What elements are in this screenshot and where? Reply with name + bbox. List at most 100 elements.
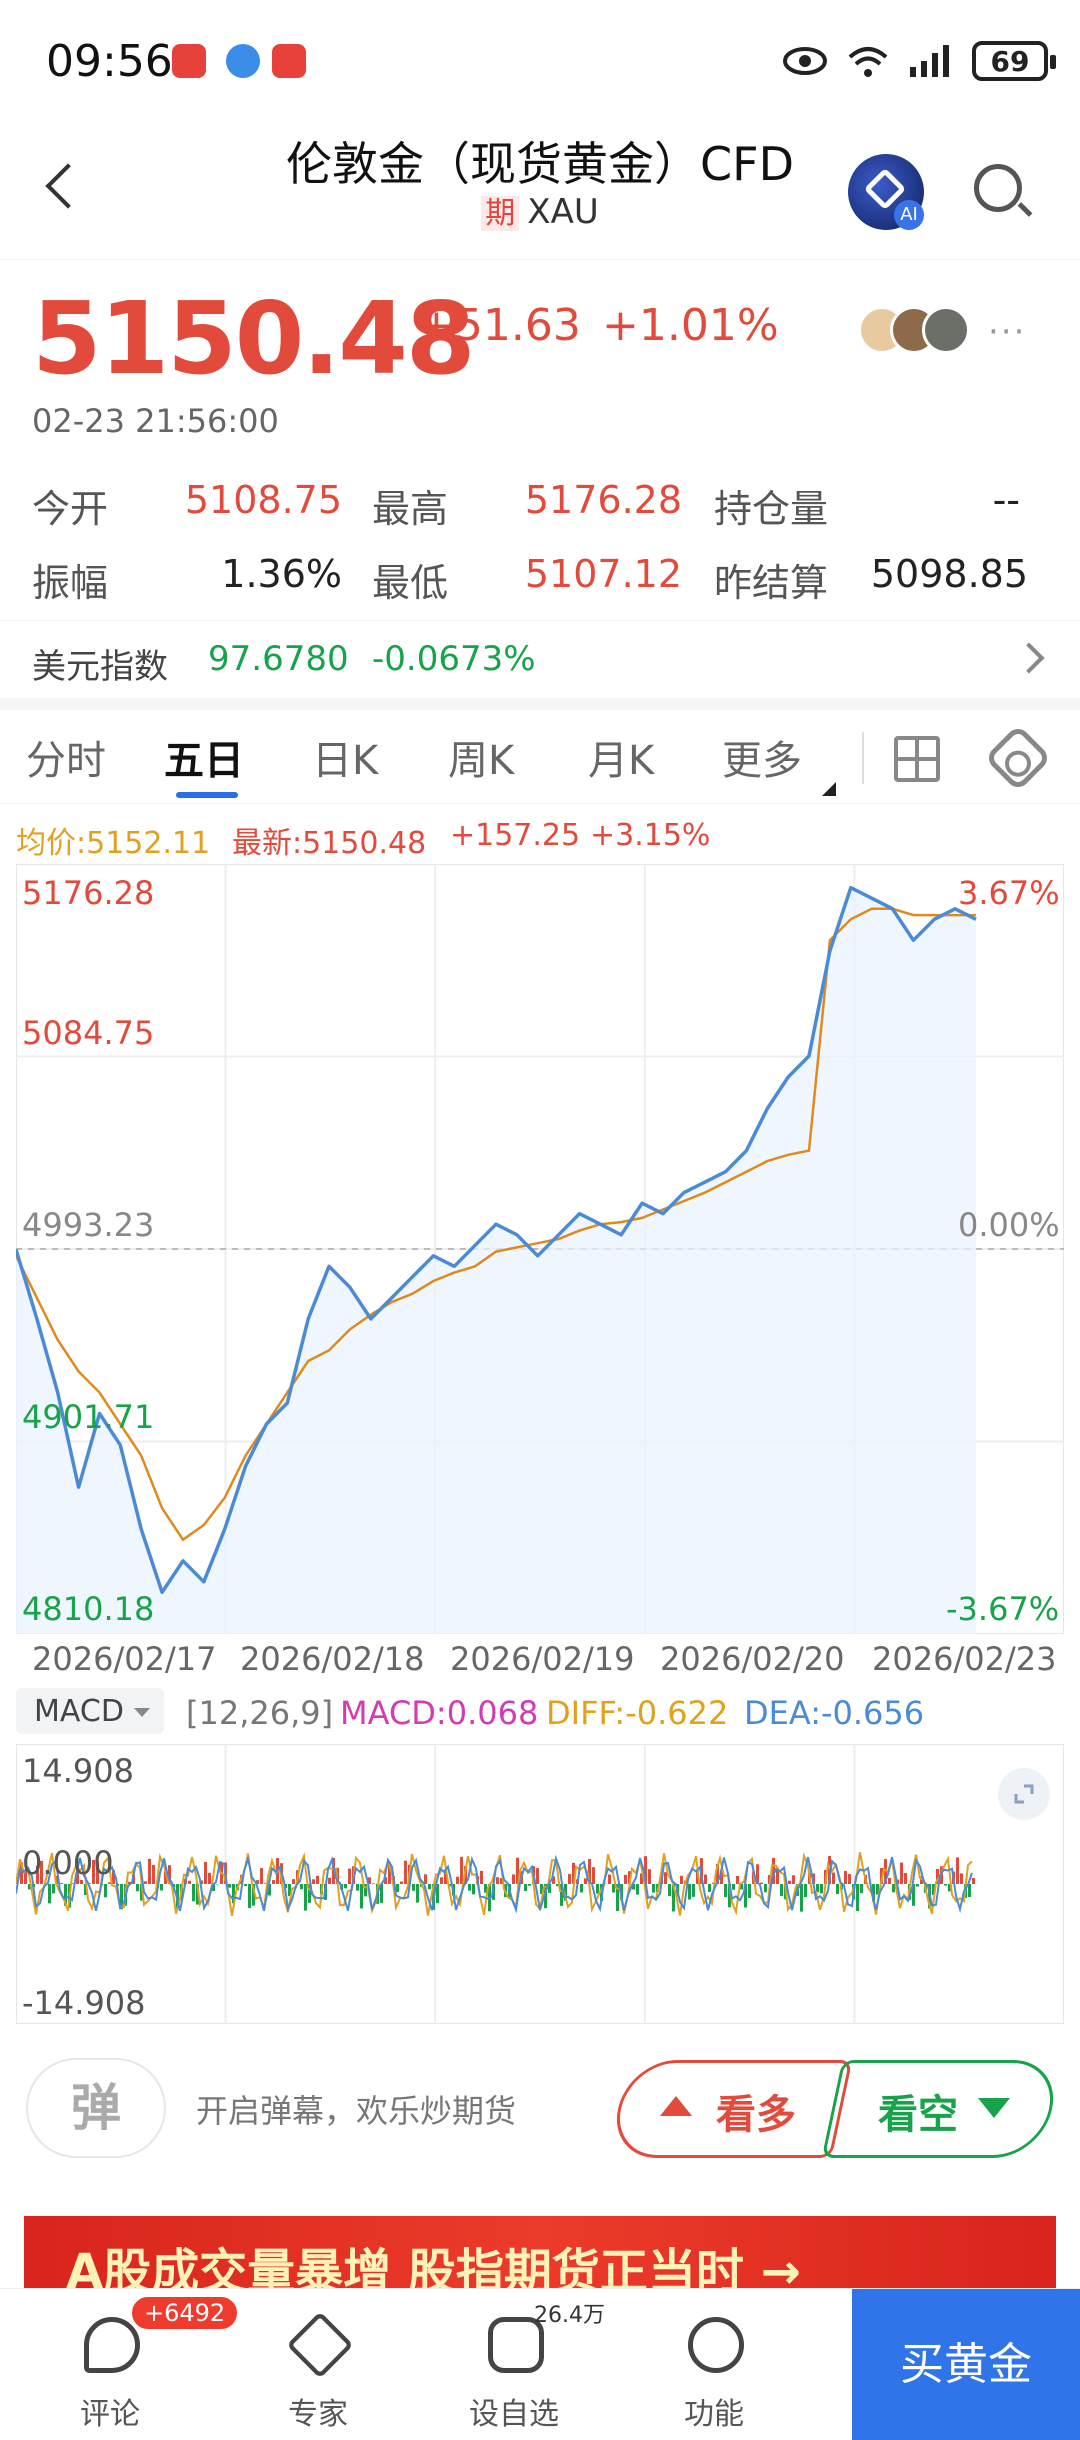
watchers-avatars[interactable]: [858, 306, 978, 356]
macd-histogram-bar: [644, 1856, 647, 1884]
right-label: 0.00%: [958, 1206, 1060, 1244]
macd-histogram-bar: [52, 1884, 55, 1894]
promo-banner[interactable]: A股成交量暴增 股指期货正当时 →: [24, 2216, 1056, 2288]
nav-comments[interactable]: +6492 评论: [10, 2289, 240, 2440]
macd-histogram-bar: [560, 1884, 563, 1906]
price-chart[interactable]: [16, 864, 1064, 1634]
macd-histogram-bar: [160, 1884, 163, 1891]
legend-latest: 最新:5150.48: [232, 826, 427, 861]
nav-add-watchlist[interactable]: 26.4万 设自选: [414, 2289, 614, 2440]
buy-gold-button[interactable]: 买黄金: [852, 2289, 1080, 2440]
status-right: 69: [782, 36, 1056, 86]
ai-assistant-button[interactable]: AI: [848, 154, 924, 230]
layout-grid-icon[interactable]: [894, 736, 940, 782]
macd-histogram-bar: [692, 1884, 695, 1897]
active-tab-indicator: [176, 792, 238, 798]
indicator-select[interactable]: MACD: [16, 1688, 164, 1734]
macd-histogram-bar: [748, 1884, 751, 1899]
macd-histogram-bar: [424, 1874, 427, 1884]
search-icon[interactable]: [974, 164, 1022, 212]
macd-histogram-bar: [828, 1856, 831, 1884]
macd-histogram-bar: [956, 1857, 959, 1884]
macd-histogram-bar: [540, 1884, 543, 1894]
macd-histogram-bar: [384, 1877, 387, 1884]
macd-y-label: 14.908: [22, 1752, 134, 1790]
macd-histogram-bar: [480, 1870, 483, 1884]
symbol: XAU: [527, 192, 599, 232]
macd-histogram-bar: [556, 1884, 559, 1887]
nav-experts[interactable]: 专家: [218, 2289, 418, 2440]
macd-histogram-bar: [88, 1883, 91, 1884]
macd-histogram-bar: [148, 1858, 151, 1884]
macd-histogram-bar: [884, 1859, 887, 1884]
status-bar: 09:56 69: [0, 0, 1080, 120]
macd-histogram-bar: [904, 1873, 907, 1884]
macd-histogram-bar: [716, 1864, 719, 1884]
macd-histogram-bar: [888, 1877, 891, 1884]
tab-timeshare[interactable]: 分时: [26, 738, 106, 784]
macd-histogram-bar: [120, 1884, 123, 1910]
bottom-nav: +6492 评论 专家 26.4万 设自选 功能 买黄金: [0, 2288, 1080, 2440]
macd-histogram-bar: [400, 1881, 403, 1884]
y-label: 4810.18: [22, 1590, 155, 1628]
macd-histogram-bar: [764, 1884, 767, 1893]
macd-histogram-bar: [188, 1880, 191, 1884]
macd-histogram-bar: [48, 1884, 51, 1904]
macd-histogram-bar: [668, 1884, 671, 1897]
more-icon[interactable]: ···: [988, 312, 1027, 352]
macd-histogram-bar: [696, 1871, 699, 1884]
app-icon: [226, 44, 260, 78]
chevron-right-icon: [1013, 642, 1045, 674]
notification-icon: [272, 44, 306, 78]
macd-histogram-bar: [724, 1884, 727, 1898]
macd-histogram-bar: [648, 1869, 651, 1884]
macd-histogram-bar: [836, 1884, 839, 1895]
battery-level: 69: [990, 44, 1030, 78]
macd-histogram-bar: [816, 1884, 819, 1893]
stat-label: 最高: [372, 487, 449, 531]
nav-label: 专家: [288, 2397, 348, 2432]
macd-histogram-bar: [800, 1884, 803, 1912]
macd-histogram-bar: [108, 1882, 111, 1884]
macd-y-label: 0.000: [22, 1844, 114, 1882]
tab-five-day[interactable]: 五日: [164, 738, 244, 784]
usd-index-row[interactable]: 美元指数 97.6780 -0.0673%: [0, 620, 1080, 710]
page-title: 伦敦金（现货黄金）CFD: [286, 137, 794, 191]
macd-histogram-bar: [260, 1868, 263, 1884]
right-label: 3.67%: [958, 874, 1060, 912]
battery-icon: 69: [972, 41, 1056, 81]
stat-value: 5098.85: [870, 552, 1028, 596]
tab-monthly-k[interactable]: 月K: [588, 738, 655, 784]
macd-histogram-bar: [64, 1884, 67, 1906]
expand-icon[interactable]: [998, 1768, 1050, 1820]
quote-timestamp: 02-23 21:56:00: [32, 402, 279, 440]
settings-icon[interactable]: [984, 724, 1052, 792]
macd-histogram-bar: [876, 1884, 879, 1895]
nav-functions[interactable]: 功能: [614, 2289, 814, 2440]
macd-histogram-bar: [740, 1884, 743, 1890]
macd-histogram-bar: [440, 1877, 443, 1884]
macd-histogram-bar: [344, 1884, 347, 1889]
eye-icon: [783, 47, 827, 75]
tab-daily-k[interactable]: 日K: [312, 738, 379, 784]
macd-histogram-bar: [140, 1884, 143, 1901]
macd-chart[interactable]: [16, 1744, 1064, 2024]
macd-histogram-bar: [832, 1872, 835, 1884]
macd-histogram-bar: [252, 1884, 255, 1906]
nav-label: 功能: [684, 2397, 744, 2432]
up-arrow-icon: [660, 2096, 692, 2116]
watchlist-icon: [488, 2317, 544, 2373]
price-change: +51.63: [418, 300, 581, 351]
macd-histogram-bar: [912, 1884, 915, 1906]
macd-histogram-bar: [672, 1884, 675, 1912]
danmu-toggle-button[interactable]: 弹: [26, 2058, 166, 2158]
tab-weekly-k[interactable]: 周K: [448, 738, 515, 784]
macd-histogram-bar: [744, 1884, 747, 1908]
right-label: -3.67%: [946, 1590, 1060, 1628]
stat-value: 5176.28: [524, 478, 682, 522]
macd-histogram-bar: [624, 1874, 627, 1884]
macd-histogram-bar: [460, 1856, 463, 1884]
tab-more[interactable]: 更多: [722, 738, 802, 784]
macd-histogram-bar: [592, 1867, 595, 1884]
macd-histogram-bar: [192, 1884, 195, 1902]
